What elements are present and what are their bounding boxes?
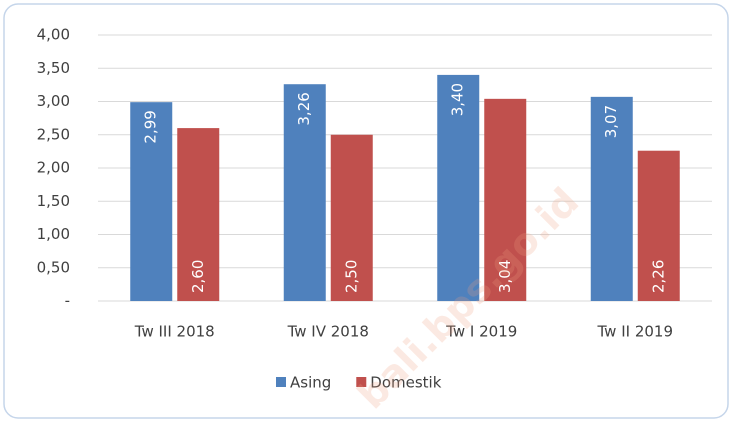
x-tick-label: Tw III 2018 [134, 323, 215, 341]
bar [637, 150, 680, 301]
y-tick-label: 1,50 [37, 192, 70, 210]
y-tick-label: - [65, 292, 70, 310]
value-label: 2,99 [142, 110, 160, 143]
y-tick-label: 0,50 [37, 258, 70, 276]
y-tick-label: 1,00 [37, 225, 70, 243]
bar [330, 134, 373, 301]
value-label: 2,26 [649, 260, 667, 293]
y-tick-label: 3,50 [37, 59, 70, 77]
y-tick-label: 2,00 [37, 159, 70, 177]
value-label: 2,60 [189, 260, 207, 293]
x-tick-label: Tw I 2019 [445, 323, 517, 341]
x-tick-label: Tw IV 2018 [287, 323, 369, 341]
bar [130, 102, 173, 301]
y-tick-label: 2,50 [37, 125, 70, 143]
bar [177, 128, 220, 301]
value-label: 3,04 [496, 260, 514, 293]
x-tick-label: Tw II 2019 [596, 323, 673, 341]
y-tick-label: 3,00 [37, 92, 70, 110]
bar [437, 74, 480, 302]
bar [484, 98, 527, 301]
bar [283, 84, 326, 302]
value-label: 3,26 [295, 92, 313, 125]
legend-swatch [276, 377, 286, 387]
value-label: 3,40 [449, 83, 467, 116]
legend-swatch [356, 377, 367, 387]
legend-label: Domestik [370, 374, 441, 392]
legend-label: Asing [290, 374, 331, 392]
value-label: 2,50 [342, 260, 360, 293]
y-tick-label: 4,00 [37, 26, 70, 44]
value-label: 3,07 [602, 105, 620, 138]
bar [590, 96, 633, 301]
